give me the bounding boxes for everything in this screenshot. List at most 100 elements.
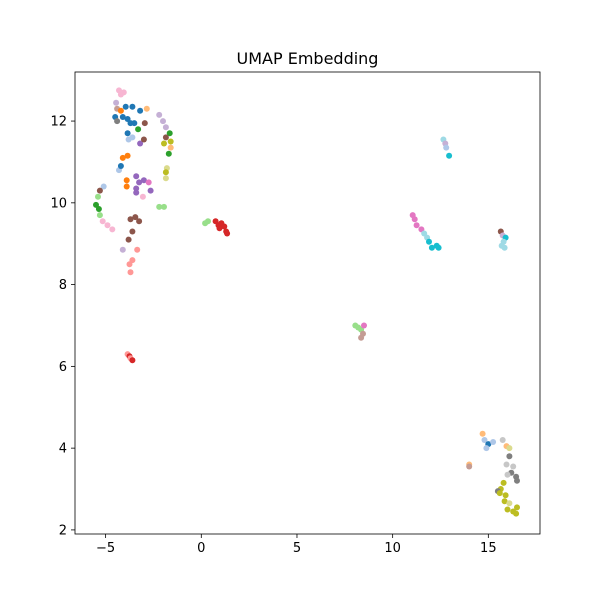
- scatter-point-22: [140, 136, 147, 143]
- x-tick-label: 5: [293, 541, 301, 556]
- y-tick-label: 8: [59, 278, 67, 293]
- scatter-point-63: [129, 228, 136, 235]
- scatter-point-55: [99, 218, 106, 225]
- y-tick-label: 6: [59, 360, 67, 375]
- scatter-point-51: [95, 193, 101, 200]
- scatter-point-7: [129, 103, 136, 110]
- scatter-point-65: [119, 246, 126, 253]
- scatter-point-57: [109, 226, 116, 233]
- scatter-point-20: [125, 136, 132, 143]
- scatter-point-44: [167, 144, 174, 151]
- scatter-point-109: [479, 430, 486, 437]
- scatter-point-31: [140, 177, 147, 184]
- scatter-point-6: [122, 103, 129, 110]
- plot-frame: [74, 71, 541, 535]
- scatter-point-69: [127, 269, 134, 276]
- axes: −5 0 5 10 15 2 4 6 8 10 12: [50, 71, 541, 556]
- scatter-point-26: [117, 163, 124, 169]
- scatter-point-27: [123, 177, 130, 184]
- scatter-point-108: [358, 334, 365, 341]
- scatter-point-34: [133, 189, 140, 196]
- scatter-point-113: [483, 445, 490, 452]
- scatter-point-9: [143, 105, 150, 112]
- scatter-point-68: [126, 261, 133, 268]
- x-tick-label: −5: [96, 541, 115, 556]
- scatter-point-135: [514, 504, 520, 511]
- scatter-point-37: [156, 111, 163, 118]
- scatter-point-133: [504, 506, 511, 513]
- scatter-point-132: [506, 500, 513, 507]
- scatter-point-5: [117, 107, 124, 114]
- scatter-point-15: [131, 120, 138, 127]
- data-points: [93, 87, 520, 517]
- scatter-point-102: [501, 244, 508, 251]
- scatter-point-38: [160, 118, 166, 125]
- scatter-point-18: [124, 130, 131, 137]
- scatter-point-59: [161, 203, 167, 210]
- scatter-point-24: [124, 152, 131, 159]
- scatter-point-43: [161, 140, 167, 147]
- scatter-point-42: [167, 138, 174, 145]
- scatter-point-2: [120, 89, 127, 96]
- scatter-point-125: [514, 477, 520, 484]
- scatter-point-136: [513, 510, 520, 517]
- chart-title: UMAP Embedding: [237, 49, 379, 68]
- scatter-point-110: [481, 437, 488, 443]
- scatter-point-21: [137, 140, 144, 147]
- scatter-point-8: [137, 107, 144, 114]
- scatter-point-3: [113, 99, 120, 106]
- scatter-point-53: [95, 206, 102, 212]
- scatter-point-71: [205, 218, 211, 225]
- scatter-point-56: [104, 222, 111, 229]
- y-tick-label: 4: [59, 442, 67, 457]
- scatter-point-36: [139, 193, 146, 200]
- scatter-point-129: [496, 490, 503, 497]
- scatter-point-78: [224, 230, 231, 237]
- scatter-point-126: [500, 479, 507, 486]
- scatter-point-64: [125, 236, 132, 243]
- scatter-point-88: [411, 216, 418, 223]
- scatter-point-40: [166, 130, 173, 137]
- scatter-point-114: [499, 437, 506, 443]
- scatter-point-12: [119, 114, 126, 120]
- x-tick-label: 15: [480, 541, 497, 556]
- scatter-point-60: [127, 216, 134, 223]
- scatter-point-54: [96, 212, 103, 219]
- scatter-point-89: [413, 222, 420, 229]
- y-tick-label: 10: [50, 196, 67, 211]
- scatter-point-16: [135, 126, 142, 133]
- scatter-point-28: [123, 183, 130, 190]
- scatter-point-39: [162, 124, 169, 131]
- scatter-point-130: [502, 492, 509, 499]
- x-tick-label: 10: [384, 541, 401, 556]
- scatter-point-112: [490, 439, 497, 445]
- scatter-point-41: [162, 134, 169, 141]
- scatter-point-96: [435, 244, 442, 251]
- scatter-point-86: [446, 152, 453, 159]
- scatter-point-82: [129, 357, 136, 364]
- scatter-point-76: [221, 223, 228, 230]
- scatter-point-116: [506, 445, 513, 452]
- scatter-point-58: [156, 203, 163, 210]
- scatter-point-117: [506, 453, 513, 460]
- y-tick-label: 12: [50, 115, 67, 130]
- y-tick-label: 2: [59, 523, 67, 538]
- scatter-point-32: [145, 179, 152, 186]
- scatter-point-30: [136, 179, 143, 186]
- scatter-point-131: [501, 498, 508, 505]
- scatter-point-85: [443, 144, 450, 151]
- scatter-point-48: [162, 175, 169, 182]
- scatter-point-94: [428, 244, 435, 251]
- scatter-point-106: [361, 322, 367, 329]
- scatter-point-62: [136, 218, 143, 225]
- scatter-point-50: [96, 187, 103, 194]
- scatter-point-33: [133, 185, 140, 192]
- scatter-point-121: [510, 463, 517, 470]
- scatter-point-47: [162, 169, 169, 176]
- scatter-point-49: [100, 183, 107, 190]
- scatter-point-75: [216, 225, 223, 232]
- scatter-point-93: [426, 238, 432, 245]
- x-tick-label: 0: [197, 541, 205, 556]
